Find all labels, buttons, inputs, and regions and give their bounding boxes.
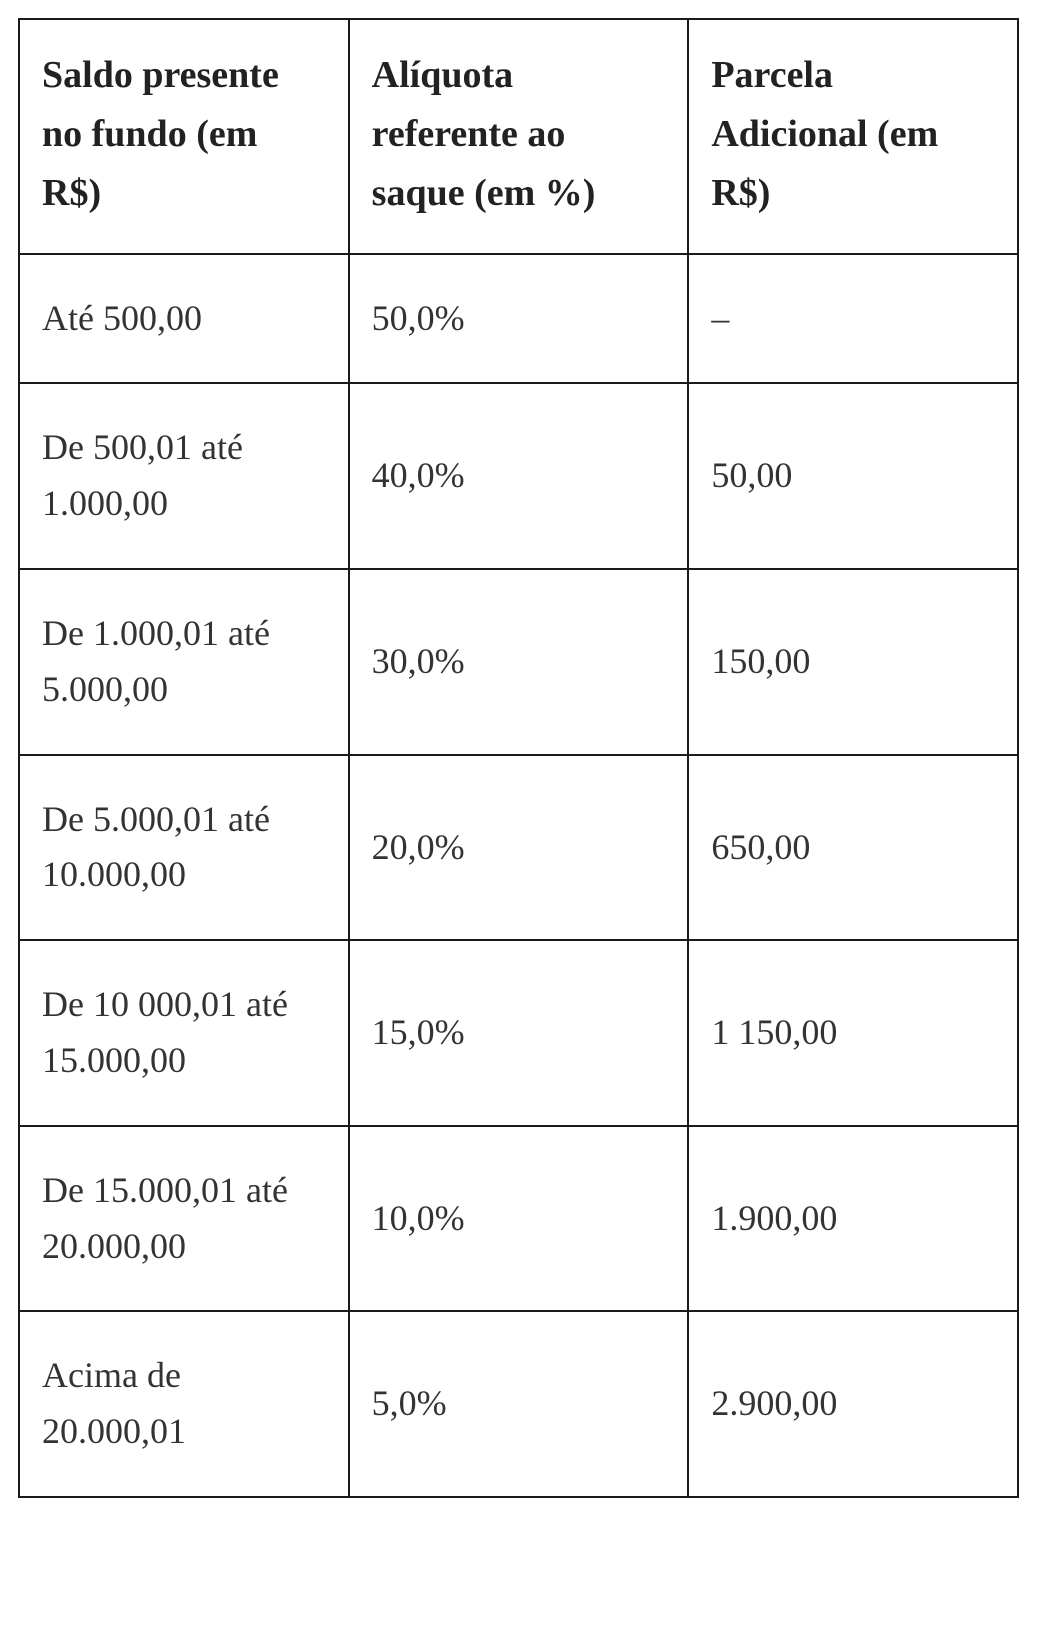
- cell-aliquota: 20,0%: [349, 755, 689, 941]
- cell-saldo: De 5.000,01 até 10.000,00: [19, 755, 349, 941]
- cell-saldo: Acima de 20.000,01: [19, 1311, 349, 1497]
- cell-aliquota: 50,0%: [349, 254, 689, 384]
- cell-saldo: De 500,01 até 1.000,00: [19, 383, 349, 569]
- col-header-saldo: Saldo presente no fundo (em R$): [19, 19, 349, 254]
- cell-parcela: 1.900,00: [688, 1126, 1018, 1312]
- cell-parcela: –: [688, 254, 1018, 384]
- cell-parcela: 650,00: [688, 755, 1018, 941]
- table-row: Acima de 20.000,01 5,0% 2.900,00: [19, 1311, 1018, 1497]
- table-row: De 5.000,01 até 10.000,00 20,0% 650,00: [19, 755, 1018, 941]
- col-header-parcela: Parcela Adicional (em R$): [688, 19, 1018, 254]
- cell-saldo: De 15.000,01 até 20.000,00: [19, 1126, 349, 1312]
- cell-aliquota: 5,0%: [349, 1311, 689, 1497]
- cell-parcela: 2.900,00: [688, 1311, 1018, 1497]
- table-header-row: Saldo presente no fundo (em R$) Alíquota…: [19, 19, 1018, 254]
- cell-aliquota: 40,0%: [349, 383, 689, 569]
- cell-parcela: 50,00: [688, 383, 1018, 569]
- table-row: De 10 000,01 até 15.000,00 15,0% 1 150,0…: [19, 940, 1018, 1126]
- aliquota-table: Saldo presente no fundo (em R$) Alíquota…: [18, 18, 1019, 1498]
- cell-aliquota: 30,0%: [349, 569, 689, 755]
- table-row: De 1.000,01 até 5.000,00 30,0% 150,00: [19, 569, 1018, 755]
- table-row: De 15.000,01 até 20.000,00 10,0% 1.900,0…: [19, 1126, 1018, 1312]
- table-container: Saldo presente no fundo (em R$) Alíquota…: [0, 0, 1037, 1538]
- cell-saldo: De 1.000,01 até 5.000,00: [19, 569, 349, 755]
- table-row: Até 500,00 50,0% –: [19, 254, 1018, 384]
- cell-saldo: Até 500,00: [19, 254, 349, 384]
- cell-parcela: 150,00: [688, 569, 1018, 755]
- col-header-aliquota: Alíquota referente ao saque (em %): [349, 19, 689, 254]
- table-row: De 500,01 até 1.000,00 40,0% 50,00: [19, 383, 1018, 569]
- cell-saldo: De 10 000,01 até 15.000,00: [19, 940, 349, 1126]
- cell-aliquota: 10,0%: [349, 1126, 689, 1312]
- cell-parcela: 1 150,00: [688, 940, 1018, 1126]
- cell-aliquota: 15,0%: [349, 940, 689, 1126]
